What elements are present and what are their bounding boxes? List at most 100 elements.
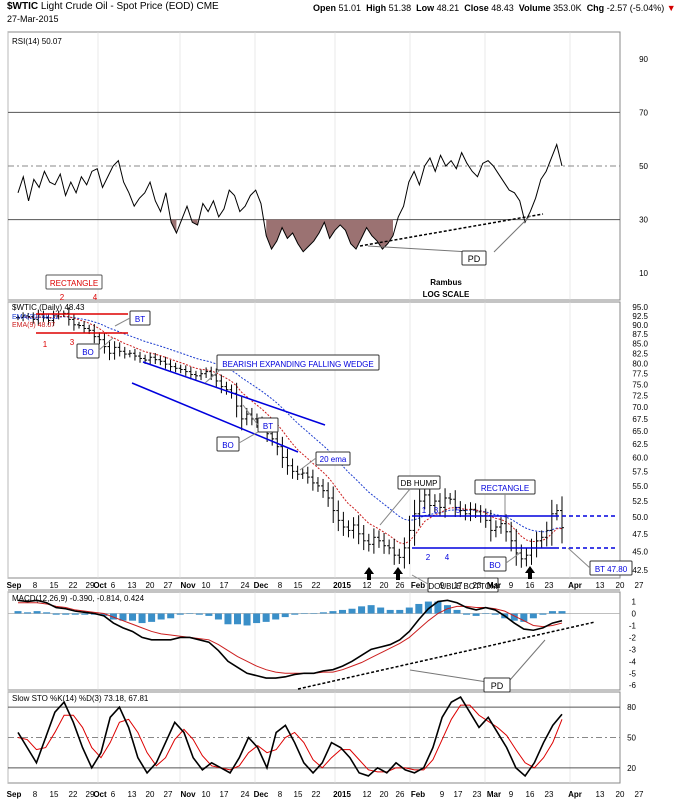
date-axis-label-top: 22: [69, 581, 78, 590]
price-tick-label: 72.5: [632, 392, 648, 401]
macd-histogram-bar: [310, 613, 318, 615]
date-axis-label-top: 17: [220, 581, 229, 590]
rectangle-red-label: RECTANGLE: [50, 279, 98, 288]
date-axis-label-bottom: 20: [616, 790, 625, 799]
date-axis-label-bottom: 24: [241, 790, 250, 799]
bt-price-label: BT 47.80: [595, 565, 628, 574]
date-axis-label-top: 17: [454, 581, 463, 590]
price-tick-label: 55.0: [632, 482, 648, 491]
macd-histogram-bar: [329, 611, 337, 614]
date-axis-label-top: 2015: [333, 581, 351, 590]
macd-callout-line: [409, 669, 488, 683]
ema20-line: [17, 316, 563, 533]
chart-date: 27-Mar-2015: [7, 14, 59, 24]
db-hump-label: DB HUMP: [401, 479, 438, 488]
macd-histogram-bar: [176, 613, 184, 615]
rsi-legend: RSI(14) 50.07: [12, 37, 62, 46]
date-axis-label-bottom: 17: [454, 790, 463, 799]
double-bottom-label: DOUBLE BOTTOM: [428, 582, 498, 591]
date-axis-label-bottom: 8: [278, 790, 283, 799]
price-tick-label: 45.0: [632, 548, 648, 557]
date-axis-label-bottom: 27: [635, 790, 644, 799]
macd-tick-label: 0: [632, 610, 637, 619]
db-hump-callout: [379, 488, 411, 526]
rsi-tick-label: 70: [639, 108, 648, 117]
price-tick-label: 95.0: [632, 303, 648, 312]
macd-tick-label: -2: [629, 633, 637, 642]
date-axis-label-bottom: 20: [146, 790, 155, 799]
price-tick-label: 92.5: [632, 312, 648, 321]
macd-histogram-bar: [424, 601, 432, 614]
date-axis-label-top: 8: [33, 581, 38, 590]
date-axis-label-bottom: Sep: [7, 790, 22, 799]
date-axis-label-bottom: 22: [69, 790, 78, 799]
date-axis-label-bottom: 8: [33, 790, 38, 799]
date-axis-label-top: 23: [545, 581, 554, 590]
exchange-label: CME: [196, 1, 219, 12]
price-legend: $WTIC (Daily) 48.43: [12, 303, 85, 312]
date-axis-label-top: 10: [202, 581, 211, 590]
price-tick-label: 65.0: [632, 427, 648, 436]
bt-callout: [114, 317, 131, 327]
macd-histogram-bar: [109, 613, 117, 620]
ema-20-callout: [299, 457, 317, 471]
macd-histogram-bar: [348, 608, 356, 614]
ema20-legend: EMA(20) 48.11: [12, 314, 59, 321]
macd-histogram-bar: [214, 613, 222, 620]
macd-histogram-bar: [319, 612, 327, 614]
macd-tick-label: -3: [629, 645, 637, 654]
macd-tick-label: 1: [632, 598, 637, 607]
date-axis-label-top: 9: [440, 581, 445, 590]
date-axis-label-top: Oct: [93, 581, 107, 590]
blue-point-4: 4: [445, 553, 450, 562]
date-axis-label-bottom: 12: [363, 790, 372, 799]
date-axis-label-bottom: 26: [396, 790, 405, 799]
wedge-label: BEARISH EXPANDING FALLING WEDGE: [222, 360, 373, 369]
macd-histogram-bar: [62, 613, 70, 615]
macd-histogram-bar: [253, 613, 261, 624]
symbol-name: Light Crude Oil - Spot Price (EOD): [40, 1, 194, 12]
date-axis-label-bottom: 23: [473, 790, 482, 799]
red-point-1: 1: [43, 340, 48, 349]
date-axis-label-top: Apr: [568, 581, 582, 590]
macd-histogram-bar: [167, 613, 175, 619]
price-tick-label: 85.0: [632, 340, 648, 349]
stoch-legend: Slow STO %K(14) %D(3) 73.18, 67.81: [12, 694, 149, 703]
macd-histogram-bar: [377, 607, 385, 614]
macd-histogram-bar: [463, 613, 471, 615]
date-axis-label-top: 9: [509, 581, 514, 590]
date-axis-label-top: 23: [473, 581, 482, 590]
macd-callout-line: [509, 639, 546, 681]
rsi-callout-line: [367, 245, 471, 253]
date-axis-label-bottom: Oct: [93, 790, 107, 799]
macd-tick-label: -5: [629, 669, 637, 678]
up-arrow-icon: [525, 566, 535, 579]
rsi-line: [17, 142, 563, 253]
ema-20-label: 20 ema: [320, 455, 347, 464]
date-axis-label-top: 12: [363, 581, 372, 590]
date-axis-label-bottom: 13: [596, 790, 605, 799]
bo-callout: [98, 337, 114, 351]
date-axis-label-top: 20: [616, 581, 625, 590]
rsi-tick-label: 10: [639, 269, 648, 278]
macd-histogram-bar: [548, 611, 556, 614]
ohlc-readout: Open 51.01 High 51.38 Low 48.21 Close 48…: [313, 3, 674, 13]
price-tick-label: 62.5: [632, 440, 648, 449]
price-tick-label: 80.0: [632, 359, 648, 368]
date-axis-label-bottom: Feb: [411, 790, 425, 799]
rsi-oversold-fill: [192, 219, 198, 225]
macd-tick-label: -4: [629, 657, 637, 666]
date-axis-label-top: 22: [312, 581, 321, 590]
date-axis-label-top: 24: [241, 581, 250, 590]
date-axis-label-bottom: Mar: [487, 790, 501, 799]
date-axis-label-top: Sep: [7, 581, 22, 590]
date-axis-label-top: 13: [596, 581, 605, 590]
macd-signal-line: [18, 602, 563, 674]
macd-histogram-bar: [482, 613, 490, 615]
watermark-rambus: Rambus: [430, 278, 462, 287]
macd-histogram-bar: [415, 603, 423, 614]
macd-histogram-bar: [14, 611, 22, 614]
price-tick-label: 47.5: [632, 530, 648, 539]
wedge-label-box: [216, 354, 380, 371]
blue-point-5: 5: [456, 506, 461, 515]
